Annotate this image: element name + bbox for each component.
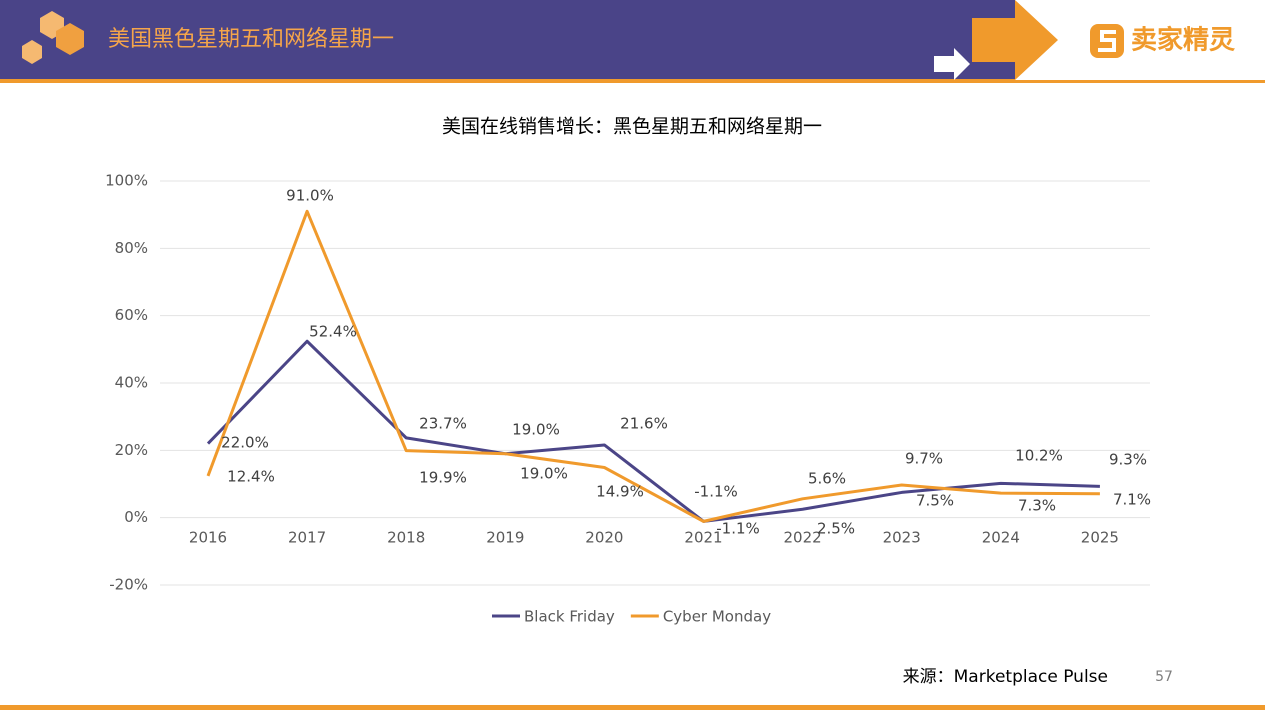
data-label: 19.0% [520, 465, 568, 483]
y-tick-label: -20% [109, 576, 148, 594]
data-label: 7.3% [1018, 497, 1056, 515]
footer-rule [0, 705, 1265, 710]
plot: -20% 0% 20% 40% 60% 80% 100% 2016 2017 2018 2019 20… [105, 172, 1151, 626]
y-tick-label: 80% [115, 239, 148, 257]
data-label: 22.0% [221, 434, 269, 452]
x-tick-label: 2018 [387, 529, 425, 547]
y-tick-label: 40% [115, 374, 148, 392]
data-label: 7.1% [1113, 491, 1151, 509]
legend-label: Black Friday [524, 608, 615, 626]
data-label: 14.9% [596, 483, 644, 501]
source: 来源：Marketplace Pulse [903, 667, 1108, 687]
y-tick-label: 60% [115, 306, 148, 324]
logo-area [1015, 0, 1265, 80]
data-label: 2.5% [817, 520, 855, 538]
y-tick-label: 0% [124, 508, 148, 526]
page-number: 57 [1155, 669, 1173, 685]
x-tick-label: 2020 [585, 529, 623, 547]
data-label: 52.4% [309, 323, 357, 341]
x-tick-label: 2019 [486, 529, 524, 547]
data-label: 10.2% [1015, 447, 1063, 465]
arrow-small [934, 48, 970, 80]
logo-text: 卖家精灵 [1131, 25, 1235, 56]
x-tick-label: 2021 [684, 529, 722, 547]
hexagon [22, 40, 42, 64]
y-tick-label: 100% [105, 172, 148, 190]
x-tick-label: 2024 [982, 529, 1020, 547]
x-tick-label: 2022 [784, 529, 822, 547]
data-label: 5.6% [808, 470, 846, 488]
data-label: 7.5% [916, 492, 954, 510]
arrow-big [972, 0, 1058, 80]
logo-glyph [1098, 30, 1116, 52]
y-tick-label: 20% [115, 441, 148, 459]
data-label: 19.0% [512, 421, 560, 439]
data-label: 91.0% [286, 187, 334, 205]
x-tick-label: 2016 [189, 529, 227, 547]
data-label: 9.3% [1109, 451, 1147, 469]
data-label: 19.9% [419, 469, 467, 487]
x-tick-label: 2023 [883, 529, 921, 547]
data-label: -1.1% [694, 483, 738, 501]
x-tick-label: 2025 [1081, 529, 1119, 547]
data-label: 23.7% [419, 415, 467, 433]
data-label: 12.4% [227, 468, 275, 486]
header-title: 美国黑色星期五和网络星期一 [108, 27, 394, 52]
legend-label: Cyber Monday [663, 608, 771, 626]
chart-title: 美国在线销售增长：黑色星期五和网络星期一 [442, 116, 822, 138]
data-label: 9.7% [905, 450, 943, 468]
series-line [206, 209, 1100, 523]
hexagon [56, 23, 84, 55]
x-tick-label: 2017 [288, 529, 326, 547]
data-label: -1.1% [716, 520, 760, 538]
header-rule [0, 79, 1265, 83]
data-label: 21.6% [620, 415, 668, 433]
